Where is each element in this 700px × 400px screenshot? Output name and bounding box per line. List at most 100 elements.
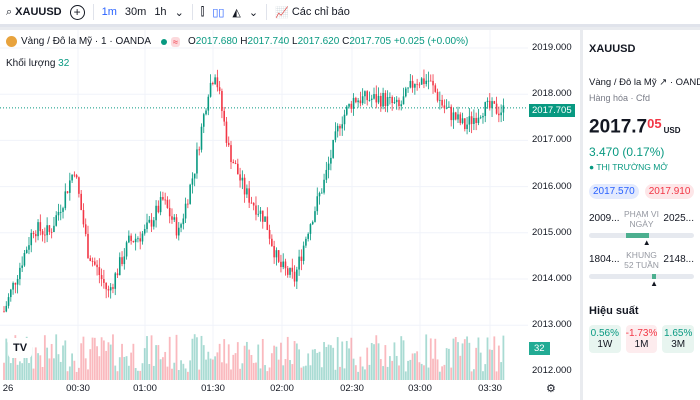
- area-chart-icon[interactable]: ◭: [232, 6, 241, 19]
- candle-body: [366, 91, 368, 101]
- candle-body: [502, 105, 505, 113]
- volume-bar: [497, 345, 500, 380]
- tradingview-logo[interactable]: TV: [8, 338, 32, 358]
- volume-bar: [39, 355, 42, 380]
- volume-bar: [43, 335, 46, 380]
- external-link-icon[interactable]: ↗: [659, 77, 668, 88]
- candle-body: [300, 256, 303, 261]
- candle-body: [441, 99, 443, 106]
- interval-1m[interactable]: 1m: [101, 6, 117, 18]
- candle-body: [418, 84, 421, 86]
- volume-bar: [386, 366, 389, 380]
- candle-body: [139, 238, 141, 242]
- price-tick: 2013.000: [532, 319, 572, 331]
- candle-body: [14, 282, 17, 285]
- volume-bar: [96, 346, 98, 380]
- volume-bar: [309, 365, 312, 380]
- candle-body: [271, 238, 273, 247]
- candle-body: [361, 96, 364, 104]
- volume-bar: [443, 364, 446, 380]
- candle-body: [212, 82, 214, 85]
- volume-bar: [100, 337, 103, 380]
- volume-bar: [300, 367, 303, 380]
- candle-body: [100, 275, 103, 280]
- candle-body: [491, 101, 493, 109]
- candle-body: [477, 117, 480, 123]
- time-tick: 01:30: [201, 383, 225, 394]
- candle-body: [198, 149, 201, 151]
- perf-1m[interactable]: -1.73% 1M: [625, 324, 658, 353]
- volume-bar: [189, 360, 192, 380]
- volume-bar: [450, 367, 453, 380]
- volume-bar: [493, 336, 496, 380]
- side-change: 3.470 (0.17%): [589, 144, 665, 159]
- settings-icon[interactable]: ⚙: [546, 383, 556, 395]
- volume-bar: [266, 371, 269, 380]
- volume-bar: [123, 356, 126, 380]
- volume-bar: [57, 354, 60, 380]
- candle-body: [168, 207, 171, 217]
- candle-body: [46, 225, 48, 236]
- volume-bar: [230, 369, 232, 380]
- candle-body: [377, 95, 380, 103]
- bars-icon[interactable]: ⫿: [200, 5, 205, 18]
- price-axis[interactable]: 2019.000 2018.000 2017.000 2016.000 2015.000…: [528, 30, 580, 400]
- volume-bar: [68, 366, 71, 380]
- volume-bar: [311, 349, 314, 380]
- candle-body: [429, 80, 432, 82]
- candle-body: [75, 175, 78, 178]
- volume-bar: [366, 347, 369, 380]
- indicators-button[interactable]: 📈 Các chỉ báo: [275, 6, 350, 19]
- volume-bar: [377, 343, 380, 380]
- volume-bar: [404, 371, 407, 380]
- interval-30m[interactable]: 30m: [124, 6, 147, 18]
- perf-3m[interactable]: 1.65% 3M: [662, 324, 694, 353]
- candle-body: [162, 197, 164, 200]
- candle-body: [180, 224, 182, 228]
- candle-body: [325, 169, 328, 180]
- candle-body: [116, 273, 119, 276]
- chevron-down-icon[interactable]: ⌄: [248, 6, 259, 19]
- candle-body: [327, 163, 330, 170]
- candle-body: [273, 246, 275, 258]
- price-plot[interactable]: [0, 30, 528, 380]
- volume-bar: [332, 347, 335, 380]
- candle-body: [355, 97, 357, 103]
- candle-body: [30, 232, 33, 246]
- volume-bar: [21, 363, 24, 380]
- candle-body: [53, 225, 55, 233]
- chart-panel[interactable]: Vàng / Đô la Mỹ · 1 · OANDA ≈ O2017.680 …: [0, 30, 580, 400]
- volume-bar: [225, 363, 228, 380]
- candles-icon[interactable]: ▯▯: [212, 6, 225, 19]
- perf-1w[interactable]: 0.56% 1W: [589, 324, 621, 353]
- candle-body: [55, 215, 58, 226]
- candle-body: [223, 110, 225, 122]
- volume-bar: [407, 360, 409, 380]
- interval-1h[interactable]: 1h: [154, 6, 167, 18]
- low-value: 2017.620: [297, 36, 340, 47]
- add-symbol-icon[interactable]: +: [69, 4, 85, 20]
- candle-body: [466, 124, 468, 129]
- chevron-down-icon[interactable]: ⌄: [174, 6, 184, 19]
- candle-body: [250, 202, 253, 204]
- volume-bar: [472, 369, 475, 380]
- candle-body: [280, 261, 282, 268]
- candle-body: [159, 197, 162, 213]
- volume-bar: [364, 369, 366, 380]
- candle-body: [187, 203, 189, 205]
- candle-body: [191, 178, 194, 185]
- volume-bar: [295, 343, 298, 380]
- candle-body: [173, 217, 176, 220]
- candle-body: [423, 78, 425, 85]
- volume-bar: [143, 348, 146, 380]
- volume-bar: [62, 345, 64, 380]
- volume-bar: [84, 358, 87, 380]
- volume-bar: [134, 368, 137, 380]
- candle-body: [182, 218, 185, 225]
- candle-body: [318, 193, 321, 197]
- candle-body: [411, 80, 414, 88]
- candle-body: [391, 97, 393, 104]
- symbol-search[interactable]: ⌕ XAUUSD: [6, 5, 62, 19]
- candle-body: [461, 118, 464, 124]
- time-axis[interactable]: 26 00:30 01:00 01:30 02:00 02:30 03:00 03:30: [0, 380, 528, 400]
